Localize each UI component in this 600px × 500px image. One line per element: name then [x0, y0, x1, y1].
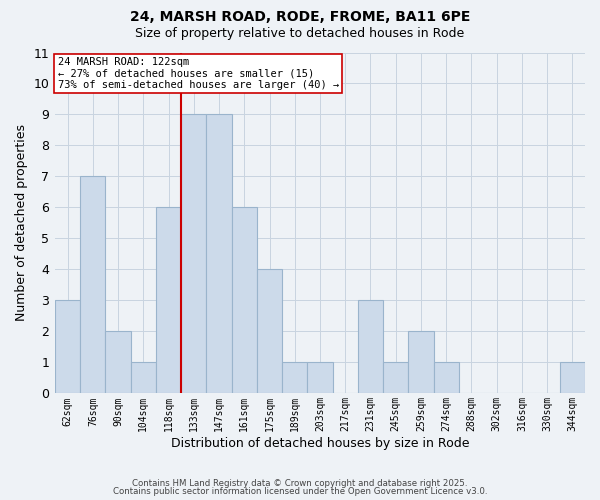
Y-axis label: Number of detached properties: Number of detached properties: [15, 124, 28, 322]
Text: Size of property relative to detached houses in Rode: Size of property relative to detached ho…: [136, 28, 464, 40]
X-axis label: Distribution of detached houses by size in Rode: Distribution of detached houses by size …: [171, 437, 469, 450]
Bar: [156, 208, 181, 394]
Bar: [409, 332, 434, 394]
Bar: [80, 176, 106, 394]
Bar: [55, 300, 80, 394]
Bar: [383, 362, 409, 394]
Text: Contains HM Land Registry data © Crown copyright and database right 2025.: Contains HM Land Registry data © Crown c…: [132, 478, 468, 488]
Bar: [106, 332, 131, 394]
Bar: [307, 362, 332, 394]
Text: 24 MARSH ROAD: 122sqm
← 27% of detached houses are smaller (15)
73% of semi-deta: 24 MARSH ROAD: 122sqm ← 27% of detached …: [58, 57, 339, 90]
Text: Contains public sector information licensed under the Open Government Licence v3: Contains public sector information licen…: [113, 487, 487, 496]
Bar: [232, 208, 257, 394]
Bar: [282, 362, 307, 394]
Bar: [434, 362, 459, 394]
Bar: [206, 114, 232, 394]
Bar: [560, 362, 585, 394]
Text: 24, MARSH ROAD, RODE, FROME, BA11 6PE: 24, MARSH ROAD, RODE, FROME, BA11 6PE: [130, 10, 470, 24]
Bar: [181, 114, 206, 394]
Bar: [131, 362, 156, 394]
Bar: [358, 300, 383, 394]
Bar: [257, 270, 282, 394]
